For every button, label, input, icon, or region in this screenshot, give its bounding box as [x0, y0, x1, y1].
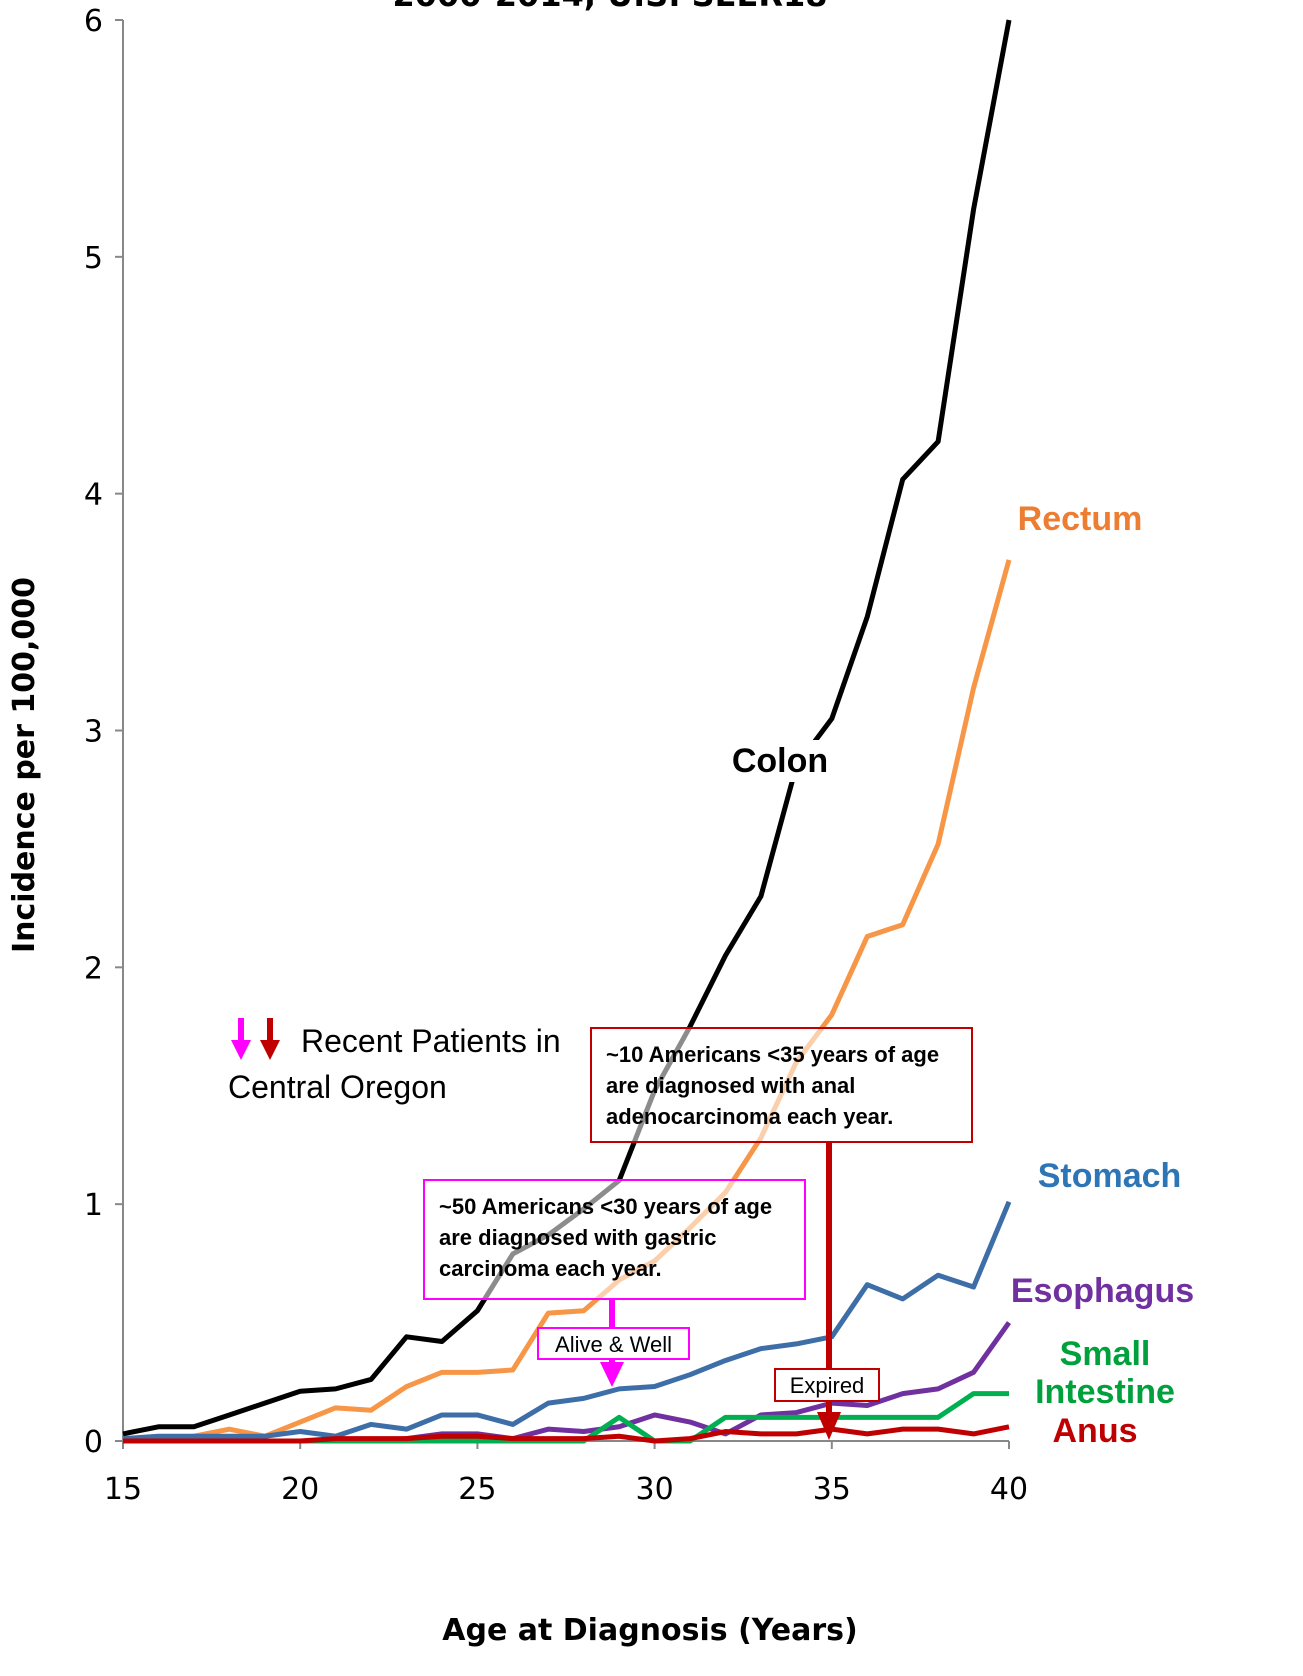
y-tick-label: 2: [84, 951, 103, 986]
callout-arrow-head: [817, 1412, 841, 1440]
series-label: Rectum: [1017, 500, 1143, 538]
status-box: Alive & Well: [537, 1327, 690, 1360]
callout-arrow-head: [600, 1362, 624, 1387]
status-box: Expired: [774, 1368, 880, 1402]
y-tick-label: 1: [84, 1188, 103, 1223]
legend-note: Recent Patients in Central Oregon: [228, 1023, 561, 1105]
chart-title: 2000-2014, U.S. SEER18: [392, 0, 827, 14]
x-tick-label: 20: [281, 1472, 319, 1507]
legend-arrow-head: [231, 1040, 251, 1060]
series-line: [123, 1424, 1010, 1444]
x-tick-label: 25: [458, 1472, 496, 1507]
x-tick-label: 40: [990, 1472, 1028, 1507]
series-label: Stomach: [1037, 1157, 1182, 1195]
x-tick-label: 35: [813, 1472, 851, 1507]
x-axis-title: Age at Diagnosis (Years): [442, 1613, 857, 1648]
callout-box: ~10 Americans <35 years of age are diagn…: [590, 1027, 973, 1143]
legend-arrow-head: [260, 1040, 280, 1060]
series-label: Small Intestine: [1035, 1335, 1175, 1411]
x-tick-label: 15: [104, 1472, 142, 1507]
y-tick-label: 6: [84, 4, 103, 39]
y-axis-title: Incidence per 100,000: [7, 577, 42, 953]
y-tick-label: 5: [84, 241, 103, 276]
callout-box: ~50 Americans <30 years of age are diagn…: [423, 1179, 806, 1300]
x-tick-label: 30: [636, 1472, 674, 1507]
y-tick-label: 4: [84, 478, 103, 513]
series-label: Anus: [1052, 1412, 1138, 1450]
series-line: [123, 559, 1012, 1442]
series-label: Colon: [710, 740, 850, 782]
y-tick-label: 3: [84, 715, 103, 750]
y-tick-label: 0: [84, 1425, 103, 1460]
series-line: [122, 1200, 1012, 1442]
series-label: Esophagus: [1010, 1272, 1195, 1310]
